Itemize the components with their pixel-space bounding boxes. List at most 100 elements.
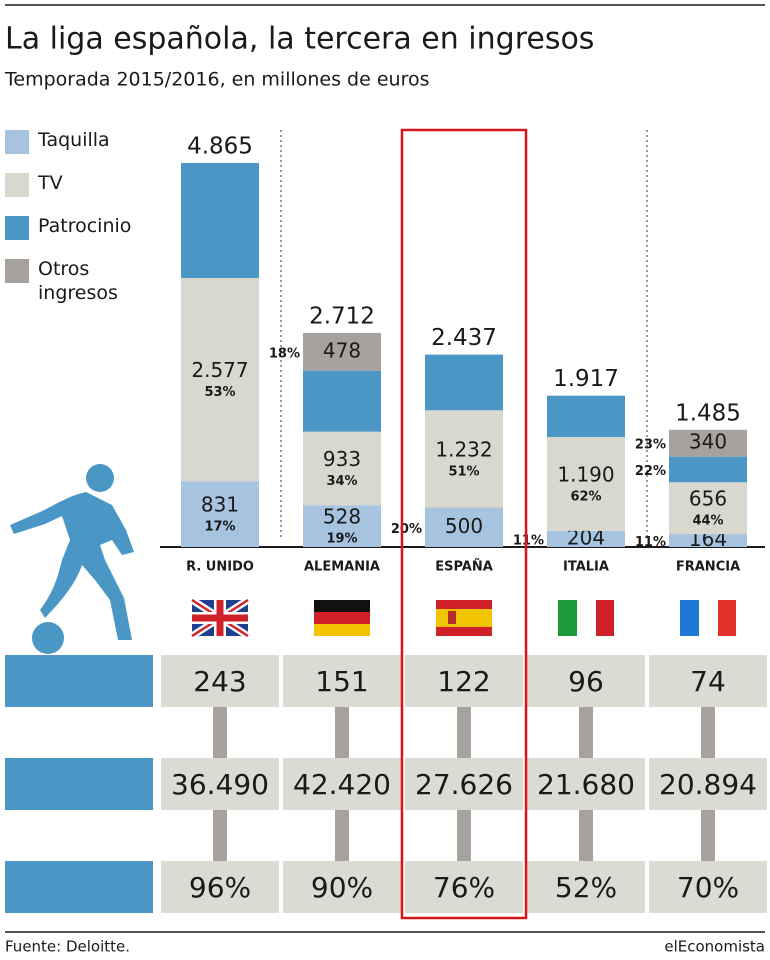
legend-swatch — [5, 173, 29, 197]
legend-label-box: Otros ingresos — [38, 258, 118, 304]
percent-label: 51% — [448, 464, 479, 479]
table-value: 76% — [433, 871, 495, 904]
table-cell — [527, 758, 645, 810]
percent-label: 23% — [635, 438, 666, 453]
legend-swatch — [5, 216, 29, 240]
table-cell — [649, 655, 767, 707]
percent-label: 11% — [635, 535, 666, 550]
table-value: 122 — [437, 665, 490, 698]
table-cell — [527, 861, 645, 913]
value-label: 340 — [689, 430, 727, 454]
legend-label: Patrocinio — [38, 215, 132, 237]
bar-segment — [303, 505, 381, 547]
table-cell — [649, 861, 767, 913]
flags — [190, 597, 736, 639]
bar-segment — [181, 481, 259, 547]
total-label: 2.712 — [309, 303, 375, 329]
total-label: 4.865 — [187, 134, 253, 160]
bar-segment — [181, 163, 259, 279]
table-cell — [161, 861, 279, 913]
table-value: 96 — [568, 665, 604, 698]
table-value: 20.894 — [659, 768, 757, 801]
bar-segment — [303, 370, 381, 432]
category-label: ESPAÑA — [435, 559, 493, 575]
bar-segment — [669, 534, 747, 547]
percent-label: 11% — [513, 533, 544, 548]
chart-title: La liga española, la tercera en ingresos — [5, 22, 594, 57]
percent-label: 17% — [204, 520, 235, 535]
legend-label: Otros ingresos — [38, 258, 118, 304]
bar-segment — [303, 332, 381, 371]
legend-label: Taquilla — [38, 129, 110, 151]
percent-label: 20% — [391, 522, 422, 537]
bar-segment — [547, 436, 625, 531]
player-silhouette — [10, 464, 134, 654]
bar-segment — [547, 530, 625, 547]
table-value: 36.490 — [171, 768, 269, 801]
bar-segment — [547, 395, 625, 437]
table-cell — [527, 655, 645, 707]
bar-segment — [425, 410, 503, 508]
total-label: 2.437 — [431, 325, 497, 351]
legend-label-box: Patrocinio — [38, 215, 132, 237]
percent-label: 18% — [269, 346, 300, 361]
value-label: 831 — [201, 493, 239, 517]
percent-label: 19% — [326, 532, 357, 547]
table-value: 27.626 — [415, 768, 513, 801]
bar-segment — [669, 429, 747, 457]
bar-segment — [669, 482, 747, 535]
legend-label-box: TV — [38, 172, 63, 194]
table-value: 96% — [189, 871, 251, 904]
category-label: ITALIA — [563, 560, 609, 575]
bar-segment — [425, 354, 503, 411]
table-value: 243 — [193, 665, 246, 698]
percent-label: 22% — [635, 464, 666, 479]
table-cell — [161, 758, 279, 810]
legend-label: TV — [38, 172, 63, 194]
total-label: 1.917 — [553, 366, 619, 392]
category-label: ALEMANIA — [304, 560, 380, 575]
value-label: 2.577 — [191, 358, 248, 382]
category-label: FRANCIA — [676, 560, 740, 575]
source: Fuente: Deloitte. — [5, 938, 130, 956]
table-cell — [649, 758, 767, 810]
table-cell — [161, 655, 279, 707]
table-cell — [283, 655, 401, 707]
brand: elEconomista — [664, 938, 765, 956]
row-label-block — [5, 655, 153, 707]
bar-segment — [669, 456, 747, 483]
percent-label: 62% — [570, 489, 601, 504]
row-label-block — [5, 861, 153, 913]
value-label: 478 — [323, 338, 361, 362]
value-label: 1.232 — [435, 437, 492, 461]
bar-segment — [303, 431, 381, 506]
legend-swatch — [5, 130, 29, 154]
row-label-block — [5, 758, 153, 810]
table-value: 151 — [315, 665, 368, 698]
percent-label: 53% — [204, 385, 235, 400]
total-label: 1.485 — [675, 400, 741, 426]
bar-segment — [425, 507, 503, 547]
table-cell — [405, 655, 523, 707]
table-cell — [283, 861, 401, 913]
dotted-separators — [280, 130, 648, 540]
value-label: 528 — [323, 505, 361, 529]
table-value: 90% — [311, 871, 373, 904]
value-label: 933 — [323, 447, 361, 471]
percent-label: 34% — [326, 474, 357, 489]
table-value: 70% — [677, 871, 739, 904]
percent-label: 44% — [692, 514, 723, 529]
table-value: 52% — [555, 871, 617, 904]
legend-swatch — [5, 259, 29, 283]
highlight-box — [400, 128, 528, 920]
value-label: 1.190 — [557, 462, 614, 486]
value-label: 656 — [689, 487, 727, 511]
chart-subtitle: Temporada 2015/2016, en millones de euro… — [4, 69, 430, 91]
legend-label-box: Taquilla — [38, 129, 110, 151]
table-cell — [283, 758, 401, 810]
table-cell — [405, 758, 523, 810]
table-value: 74 — [690, 665, 726, 698]
category-label: R. UNIDO — [186, 560, 254, 575]
table-cell — [405, 861, 523, 913]
